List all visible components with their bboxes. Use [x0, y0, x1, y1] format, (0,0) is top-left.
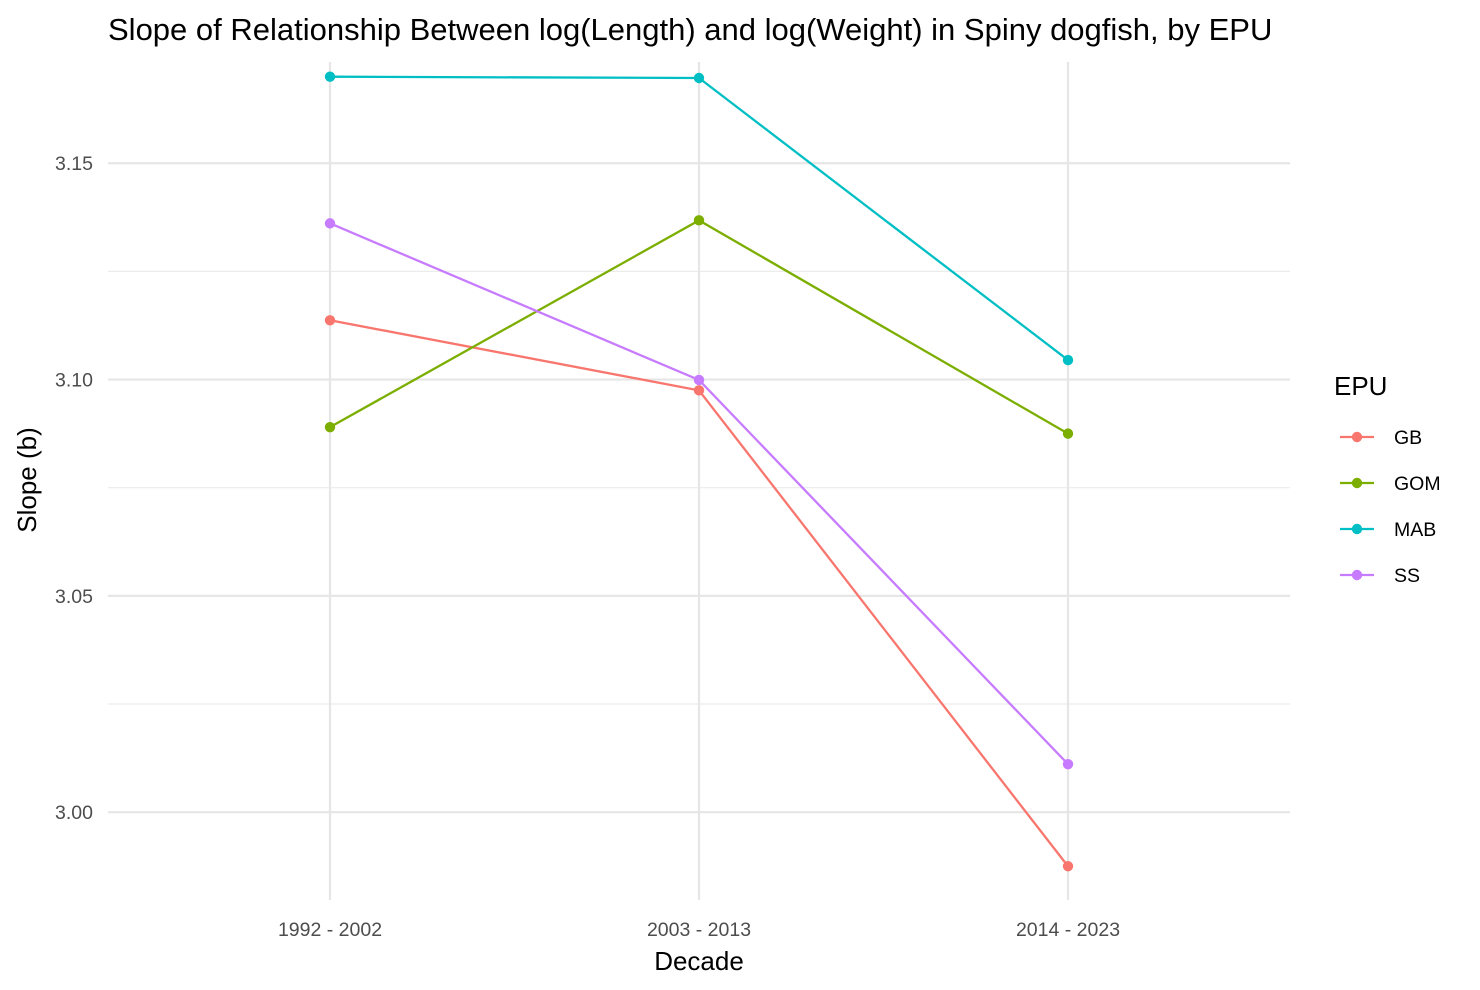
x-tick-label-1: 2003 - 2013	[647, 919, 751, 941]
x-tick-label-0: 1992 - 2002	[278, 919, 382, 941]
legend-key-ss	[1351, 569, 1363, 581]
data-point-ss-2	[1062, 758, 1074, 770]
data-point-mab-1	[693, 72, 705, 84]
data-point-gom-2	[1062, 428, 1074, 439]
y-tick-label-3: 3.15	[55, 153, 93, 175]
legend-label-gb: GB	[1394, 427, 1422, 449]
data-point-mab-2	[1062, 354, 1074, 366]
x-axis-tick-labels: 1992 - 2002 2003 - 2013 2014 - 2023	[278, 919, 1120, 941]
y-tick-label-1: 3.05	[55, 586, 93, 608]
data-point-gb-2	[1062, 861, 1074, 872]
chart-title: Slope of Relationship Between log(Length…	[108, 12, 1272, 47]
x-tick-label-2: 2014 - 2023	[1016, 919, 1120, 941]
legend-label-mab: MAB	[1394, 519, 1436, 541]
legend: EPU GB GOM MAB SS	[1334, 371, 1441, 587]
gridlines	[108, 62, 1290, 900]
data-point-gom-0	[324, 421, 336, 433]
data-point-gb-0	[324, 315, 336, 326]
legend-key-gb	[1351, 431, 1363, 443]
data-point-ss-0	[324, 218, 336, 229]
y-axis-tick-labels: 3.00 3.05 3.10 3.15	[55, 153, 93, 824]
legend-label-ss: SS	[1394, 565, 1420, 587]
data-point-mab-0	[324, 71, 336, 82]
y-axis-title: Slope (b)	[12, 427, 42, 533]
x-axis-title: Decade	[654, 946, 744, 976]
y-tick-label-2: 3.10	[55, 370, 93, 392]
data-point-gom-1	[693, 215, 705, 226]
legend-key-mab	[1351, 523, 1363, 535]
legend-title: EPU	[1334, 371, 1387, 401]
legend-label-gom: GOM	[1394, 473, 1441, 495]
series-layer	[324, 71, 1074, 872]
y-tick-label-0: 3.00	[55, 802, 93, 824]
data-point-gb-1	[693, 385, 705, 396]
legend-key-gom	[1351, 477, 1363, 489]
data-point-ss-1	[693, 374, 705, 386]
